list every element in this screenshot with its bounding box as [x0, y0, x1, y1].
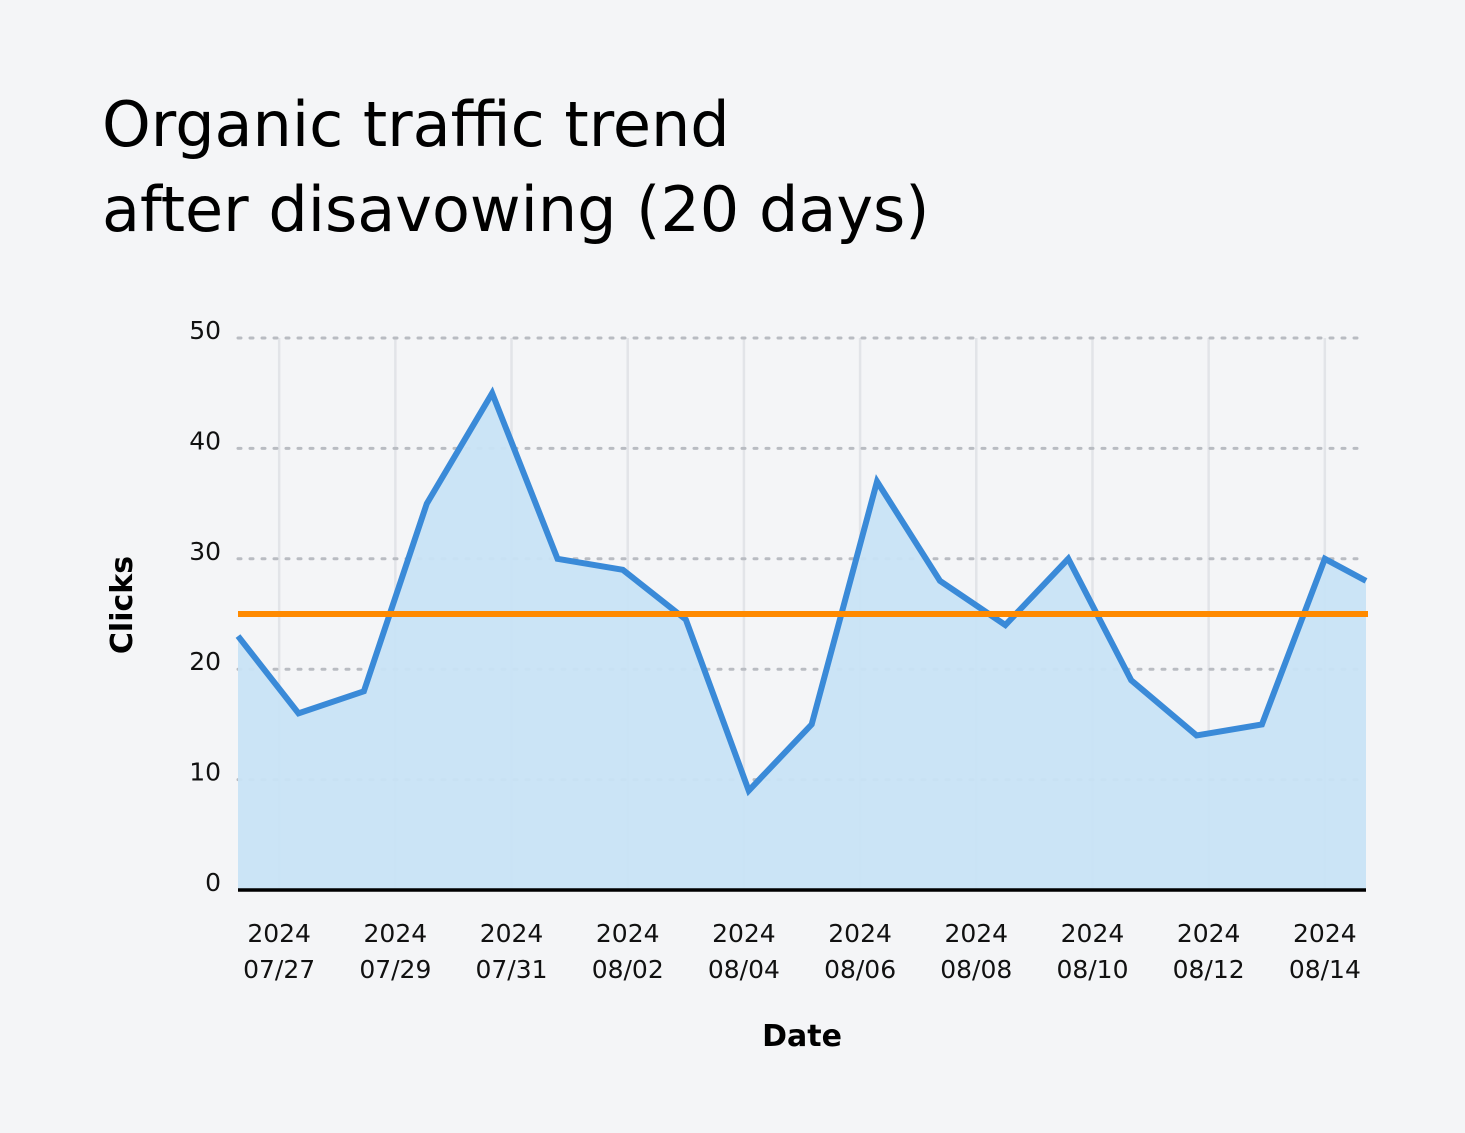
y-tick-label: 10	[189, 758, 221, 787]
x-tick-label-line: 08/14	[1289, 955, 1361, 984]
x-tick-label-line: 2024	[480, 919, 544, 948]
plot-area	[235, 386, 1368, 892]
x-tick-label-line: 08/12	[1173, 955, 1245, 984]
series-area	[238, 393, 1366, 890]
x-tick-label: 2024 08/08	[940, 919, 1012, 984]
x-tick-label-line: 2024	[596, 919, 660, 948]
y-tick-label: 40	[189, 426, 221, 455]
x-tick-label-line: 07/29	[359, 955, 431, 984]
x-tick-label-line: 2024	[1177, 919, 1241, 948]
x-tick-label-line: 08/02	[592, 955, 664, 984]
x-tick-label: 2024 07/31	[476, 919, 548, 984]
y-tick-label: 20	[189, 647, 221, 676]
x-axis-label: Date	[762, 1019, 842, 1054]
x-tick-label: 2024 07/27	[243, 919, 315, 984]
y-axis-label: Clicks	[105, 556, 140, 654]
x-tick-label-line: 2024	[364, 919, 428, 948]
x-tick-label: 2024 08/12	[1173, 919, 1245, 984]
x-tick-label-line: 2024	[1061, 919, 1125, 948]
x-tick-label-line: 2024	[712, 919, 776, 948]
x-tick-label-line: 07/31	[476, 955, 548, 984]
x-tick-label: 2024 08/14	[1289, 919, 1361, 984]
x-tick-label-line: 2024	[247, 919, 311, 948]
y-tick-label: 30	[189, 537, 221, 566]
y-tick-label: 50	[189, 316, 221, 345]
chart-title-line-1: Organic traffic trend	[102, 88, 730, 161]
x-tick-label-line: 2024	[828, 919, 892, 948]
y-tick-label: 0	[205, 868, 221, 897]
x-tick-label: 2024 08/04	[708, 919, 780, 984]
x-tick-label: 2024 07/29	[359, 919, 431, 984]
x-tick-label-line: 2024	[1293, 919, 1357, 948]
x-tick-label: 2024 08/06	[824, 919, 896, 984]
x-tick-label: 2024 08/02	[592, 919, 664, 984]
x-tick-label-line: 08/04	[708, 955, 780, 984]
x-tick-label-line: 07/27	[243, 955, 315, 984]
y-axis-ticks: 0 10 20 30 40 50	[189, 316, 221, 897]
x-tick-label-line: 2024	[944, 919, 1008, 948]
x-tick-label-line: 08/10	[1056, 955, 1128, 984]
x-tick-label-line: 08/06	[824, 955, 896, 984]
x-tick-label: 2024 08/10	[1056, 919, 1128, 984]
chart-title-line-2: after disavowing (20 days)	[102, 173, 930, 246]
x-tick-label-line: 08/08	[940, 955, 1012, 984]
